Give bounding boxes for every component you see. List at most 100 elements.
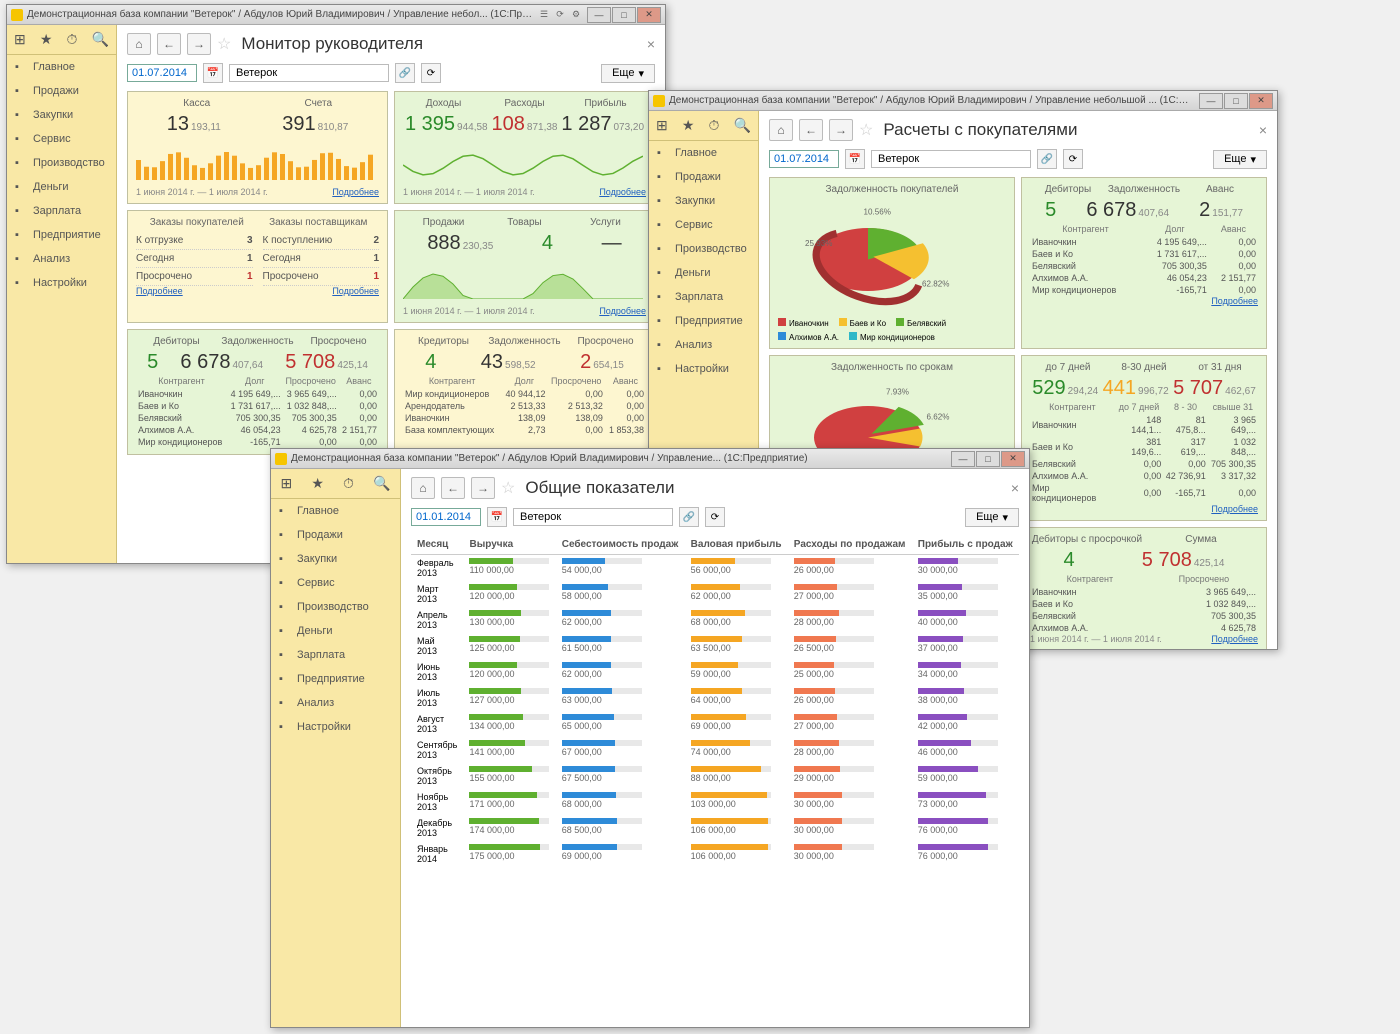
sidebar-item[interactable]: ▪Главное <box>271 499 400 523</box>
link-icon[interactable]: 🔗 <box>395 63 415 83</box>
more-button[interactable]: Еще▾ <box>1213 150 1267 169</box>
favorite-icon[interactable]: ☆ <box>859 120 873 140</box>
date-input[interactable] <box>769 150 839 168</box>
calendar-icon[interactable]: 📅 <box>203 63 223 83</box>
org-input[interactable] <box>871 150 1031 168</box>
refresh-icon[interactable]: ⟳ <box>705 507 725 527</box>
more-button[interactable]: Еще▾ <box>965 508 1019 527</box>
sidebar-item[interactable]: ▪Анализ <box>649 333 758 357</box>
back-button[interactable]: ← <box>441 477 465 499</box>
sidebar-item[interactable]: ▪Сервис <box>271 571 400 595</box>
sidebar-item[interactable]: ▪Закупки <box>271 547 400 571</box>
sidebar-item[interactable]: ▪Предприятие <box>271 667 400 691</box>
sidebar-item[interactable]: ▪Продажи <box>271 523 400 547</box>
search-icon[interactable]: 🔍 <box>733 117 750 134</box>
table-row: Ноябрь2013171 000,0068 000,00103 000,003… <box>411 789 1019 815</box>
home-button[interactable]: ⌂ <box>769 119 793 141</box>
close-page-icon[interactable]: × <box>1259 122 1267 138</box>
star-icon[interactable]: ★ <box>311 475 324 492</box>
details-link[interactable]: Подробнее <box>136 286 183 296</box>
minimize-button[interactable]: — <box>1199 93 1223 109</box>
tool-icon[interactable]: ⚙ <box>569 8 583 22</box>
sidebar-item[interactable]: ▪Зарплата <box>7 199 116 223</box>
grid-icon[interactable]: ⊞ <box>14 31 26 48</box>
search-icon[interactable]: 🔍 <box>373 475 390 492</box>
tool-icon[interactable]: ⟳ <box>553 8 567 22</box>
sidebar-item[interactable]: ▪Анализ <box>7 247 116 271</box>
link-icon[interactable]: 🔗 <box>1037 149 1057 169</box>
sidebar-item[interactable]: ▪Производство <box>649 237 758 261</box>
sidebar-item[interactable]: ▪Главное <box>7 55 116 79</box>
more-button[interactable]: Еще▾ <box>601 64 655 83</box>
sidebar-item[interactable]: ▪Производство <box>7 151 116 175</box>
column-header: Выручка <box>463 535 555 555</box>
minimize-button[interactable]: — <box>587 7 611 23</box>
sidebar-item[interactable]: ▪Производство <box>271 595 400 619</box>
sidebar-item[interactable]: ▪Анализ <box>271 691 400 715</box>
history-icon[interactable]: ⏱ <box>66 31 77 48</box>
org-input[interactable] <box>229 64 389 82</box>
details-link[interactable]: Подробнее <box>599 306 646 316</box>
date-input[interactable] <box>127 64 197 82</box>
sidebar-item[interactable]: ▪Сервис <box>7 127 116 151</box>
maximize-button[interactable]: □ <box>1224 93 1248 109</box>
org-input[interactable] <box>513 508 673 526</box>
back-button[interactable]: ← <box>157 33 181 55</box>
sidebar-item[interactable]: ▪Закупки <box>649 189 758 213</box>
details-link[interactable]: Подробнее <box>332 187 379 197</box>
search-icon[interactable]: 🔍 <box>91 31 108 48</box>
forward-button[interactable]: → <box>829 119 853 141</box>
sidebar-item[interactable]: ▪Главное <box>649 141 758 165</box>
sidebar-item[interactable]: ▪Настройки <box>649 357 758 381</box>
details-link[interactable]: Подробнее <box>332 286 379 296</box>
details-link[interactable]: Подробнее <box>599 187 646 197</box>
tool-icon[interactable]: ☰ <box>537 8 551 22</box>
sidebar-item[interactable]: ▪Зарплата <box>649 285 758 309</box>
star-icon[interactable]: ★ <box>682 117 695 134</box>
star-icon[interactable]: ★ <box>40 31 53 48</box>
sidebar-item[interactable]: ▪Деньги <box>271 619 400 643</box>
close-page-icon[interactable]: × <box>647 36 655 52</box>
details-link[interactable]: Подробнее <box>1211 296 1258 306</box>
bar-cell: 30 000,00 <box>912 555 1019 582</box>
forward-button[interactable]: → <box>471 477 495 499</box>
forward-button[interactable]: → <box>187 33 211 55</box>
close-button[interactable]: ✕ <box>637 7 661 23</box>
close-button[interactable]: ✕ <box>1249 93 1273 109</box>
metric-value: 5 708425,14 <box>1142 549 1225 572</box>
sidebar-item[interactable]: ▪Сервис <box>649 213 758 237</box>
sidebar-item[interactable]: ▪Деньги <box>7 175 116 199</box>
favorite-icon[interactable]: ☆ <box>217 34 231 54</box>
date-input[interactable] <box>411 508 481 526</box>
favorite-icon[interactable]: ☆ <box>501 478 515 498</box>
sidebar-item[interactable]: ▪Продажи <box>7 79 116 103</box>
sidebar-item[interactable]: ▪Предприятие <box>7 223 116 247</box>
refresh-icon[interactable]: ⟳ <box>421 63 441 83</box>
sidebar-item[interactable]: ▪Продажи <box>649 165 758 189</box>
link-icon[interactable]: 🔗 <box>679 507 699 527</box>
calendar-icon[interactable]: 📅 <box>845 149 865 169</box>
details-link[interactable]: Подробнее <box>1211 634 1258 644</box>
calendar-icon[interactable]: 📅 <box>487 507 507 527</box>
home-button[interactable]: ⌂ <box>127 33 151 55</box>
minimize-button[interactable]: — <box>951 451 975 467</box>
grid-icon[interactable]: ⊞ <box>281 475 293 492</box>
home-button[interactable]: ⌂ <box>411 477 435 499</box>
maximize-button[interactable]: □ <box>976 451 1000 467</box>
sidebar-item[interactable]: ▪Предприятие <box>649 309 758 333</box>
refresh-icon[interactable]: ⟳ <box>1063 149 1083 169</box>
details-link[interactable]: Подробнее <box>1211 504 1258 514</box>
sidebar-item[interactable]: ▪Закупки <box>7 103 116 127</box>
sidebar-item[interactable]: ▪Зарплата <box>271 643 400 667</box>
sidebar-item[interactable]: ▪Деньги <box>649 261 758 285</box>
sidebar-item[interactable]: ▪Настройки <box>271 715 400 739</box>
close-page-icon[interactable]: × <box>1011 480 1019 496</box>
bar-cell: 26 000,00 <box>788 555 912 582</box>
history-icon[interactable]: ⏱ <box>708 117 719 134</box>
close-button[interactable]: ✕ <box>1001 451 1025 467</box>
history-icon[interactable]: ⏱ <box>343 475 354 492</box>
maximize-button[interactable]: □ <box>612 7 636 23</box>
grid-icon[interactable]: ⊞ <box>656 117 668 134</box>
back-button[interactable]: ← <box>799 119 823 141</box>
sidebar-item[interactable]: ▪Настройки <box>7 271 116 295</box>
